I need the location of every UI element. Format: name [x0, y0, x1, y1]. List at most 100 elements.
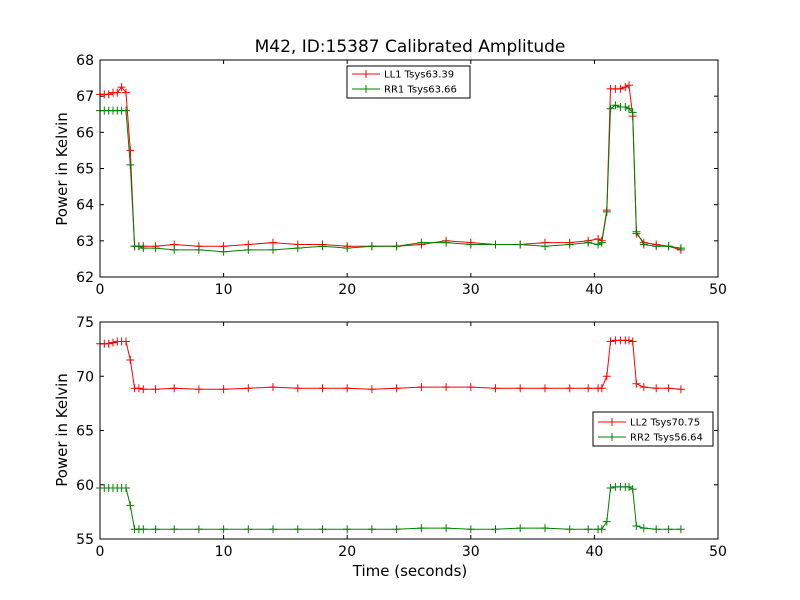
- bottom-chart-data-point: [126, 501, 135, 510]
- top-chart-x-tick-label: 10: [215, 282, 233, 298]
- top-chart-y-tick-label: 63: [76, 234, 94, 250]
- top-chart-legend-box: [346, 65, 471, 99]
- bottom-chart-data-point: [104, 339, 113, 348]
- bottom-chart-data-point: [639, 383, 648, 392]
- bottom-chart-data-point: [652, 525, 661, 534]
- top-chart-data-point: [621, 83, 630, 92]
- bottom-chart-series: [96, 336, 685, 534]
- bottom-chart-data-point: [269, 525, 277, 534]
- bottom-chart-data-point: [318, 525, 327, 534]
- bottom-chart-data-point: [244, 384, 253, 393]
- bottom-chart-data-point: [606, 337, 615, 346]
- bottom-chart-y-tick-label: 70: [76, 369, 94, 385]
- bottom-chart-data-point: [628, 337, 637, 346]
- bottom-chart-data-point: [664, 525, 673, 534]
- bottom-chart-data-point: [293, 384, 302, 393]
- bottom-chart-data-point: [541, 384, 549, 393]
- bottom-chart-data-point: [676, 385, 685, 394]
- bottom-chart-data-point: [392, 525, 401, 534]
- bottom-chart-data-point: [417, 383, 426, 392]
- top-chart-x-tick-label: 0: [96, 282, 105, 298]
- bottom-chart-data-point: [194, 385, 203, 394]
- bottom-chart-data-point: [417, 524, 426, 533]
- bottom-chart-data-point: [219, 525, 228, 534]
- top-chart-title: M42, ID:15387 Calibrated Amplitude: [255, 37, 566, 57]
- top-chart-data-point: [541, 242, 549, 251]
- top-chart-data-point: [621, 103, 630, 111]
- legend-marker-rr1: [362, 85, 370, 93]
- top-chart-data-point: [628, 108, 637, 117]
- top-chart-y-tick-label: 68: [76, 53, 94, 69]
- top-chart-data-point: [664, 242, 673, 251]
- top-chart-data-point: [367, 242, 376, 251]
- top-chart-data-point: [417, 238, 426, 247]
- top-chart-data-point: [392, 242, 401, 251]
- top-chart-data-point: [170, 245, 179, 254]
- bottom-chart-data-point: [139, 525, 148, 534]
- bottom-chart-ticks: 0 10 20 30 40 50 55 60 65 70 75: [76, 315, 727, 560]
- top-chart-data-point: [318, 242, 327, 251]
- top-chart-y-tick-label: 67: [76, 89, 94, 105]
- bottom-chart-data-point: [151, 525, 160, 534]
- top-chart-legend: LL1 Tsys63.39 RR1 Tsys63.66: [346, 65, 471, 99]
- bottom-chart-data-point: [491, 384, 500, 393]
- top-chart-data-point: [565, 240, 574, 249]
- top-chart-data-point: [126, 146, 135, 155]
- bottom-chart-data-point: [491, 525, 500, 534]
- bottom-chart-data-point: [293, 525, 302, 534]
- bottom-chart-data-point: [392, 384, 401, 393]
- top-chart-y-tick-label: 66: [76, 125, 94, 141]
- bottom-chart-legend-box: [592, 411, 714, 447]
- bottom-chart-x-tick-label: 20: [338, 544, 356, 560]
- top-chart-data-point: [602, 207, 611, 216]
- top-chart-data-point: [104, 90, 113, 99]
- bottom-chart-data-point: [466, 525, 475, 534]
- bottom-chart-y-axis-label: Power in Kelvin: [53, 373, 71, 487]
- top-chart-frame: [99, 59, 719, 278]
- legend-marker-ll1: [362, 70, 370, 78]
- bottom-chart-data-point: [343, 384, 352, 393]
- top-chart-data-point: [616, 84, 625, 93]
- top-chart-data-point: [625, 104, 633, 113]
- top-chart-y-tick-label: 65: [76, 162, 94, 178]
- bottom-chart-data-point: [367, 385, 376, 394]
- bottom-chart-data-point: [318, 384, 327, 393]
- top-chart-data-point: [652, 242, 661, 251]
- bottom-chart-data-point: [602, 517, 611, 526]
- top-chart-x-tick-label: 20: [338, 282, 356, 298]
- top-chart-data-point: [244, 245, 253, 254]
- top-chart-data-point: [491, 240, 500, 249]
- bottom-chart-x-axis-label: Time (seconds): [352, 562, 468, 580]
- bottom-chart-data-point: [442, 383, 451, 392]
- top-chart-data-point: [584, 238, 593, 247]
- top-chart-y-tick-label: 64: [76, 198, 94, 214]
- bottom-chart-x-tick-label: 30: [462, 544, 480, 560]
- bottom-chart-data-point: [151, 385, 160, 394]
- bottom-chart-data-point: [122, 484, 130, 492]
- top-chart-data-point: [269, 238, 277, 247]
- top-chart-data-point: [113, 88, 122, 97]
- bottom-chart-data-point: [676, 525, 685, 534]
- bottom-chart-x-tick-label: 0: [96, 544, 105, 560]
- top-chart-data-point: [676, 244, 685, 253]
- bottom-chart-data-point: [219, 385, 228, 394]
- top-chart-data-point: [639, 240, 648, 249]
- top-chart-data-point: [122, 88, 130, 97]
- top-chart-data-point: [632, 227, 641, 236]
- top-chart-data-point: [139, 244, 148, 253]
- top-chart-data-point: [597, 238, 606, 247]
- legend-marker-rr2: [608, 433, 616, 441]
- top-chart-data-point: [343, 244, 352, 253]
- bottom-chart-data-point: [584, 384, 593, 393]
- bottom-chart-y-tick-label: 65: [76, 424, 94, 440]
- bottom-chart-data-point: [597, 384, 606, 393]
- top-chart-data-point: [516, 240, 525, 249]
- bottom-chart-data-point: [134, 384, 143, 393]
- top-chart-data-point: [122, 106, 130, 115]
- bottom-chart-data-point: [597, 525, 606, 534]
- legend-label-rr2: RR2 Tsys56.64: [630, 433, 703, 444]
- legend-label-rr1: RR1 Tsys63.66: [384, 85, 457, 96]
- bottom-chart-y-tick-label: 55: [76, 532, 94, 548]
